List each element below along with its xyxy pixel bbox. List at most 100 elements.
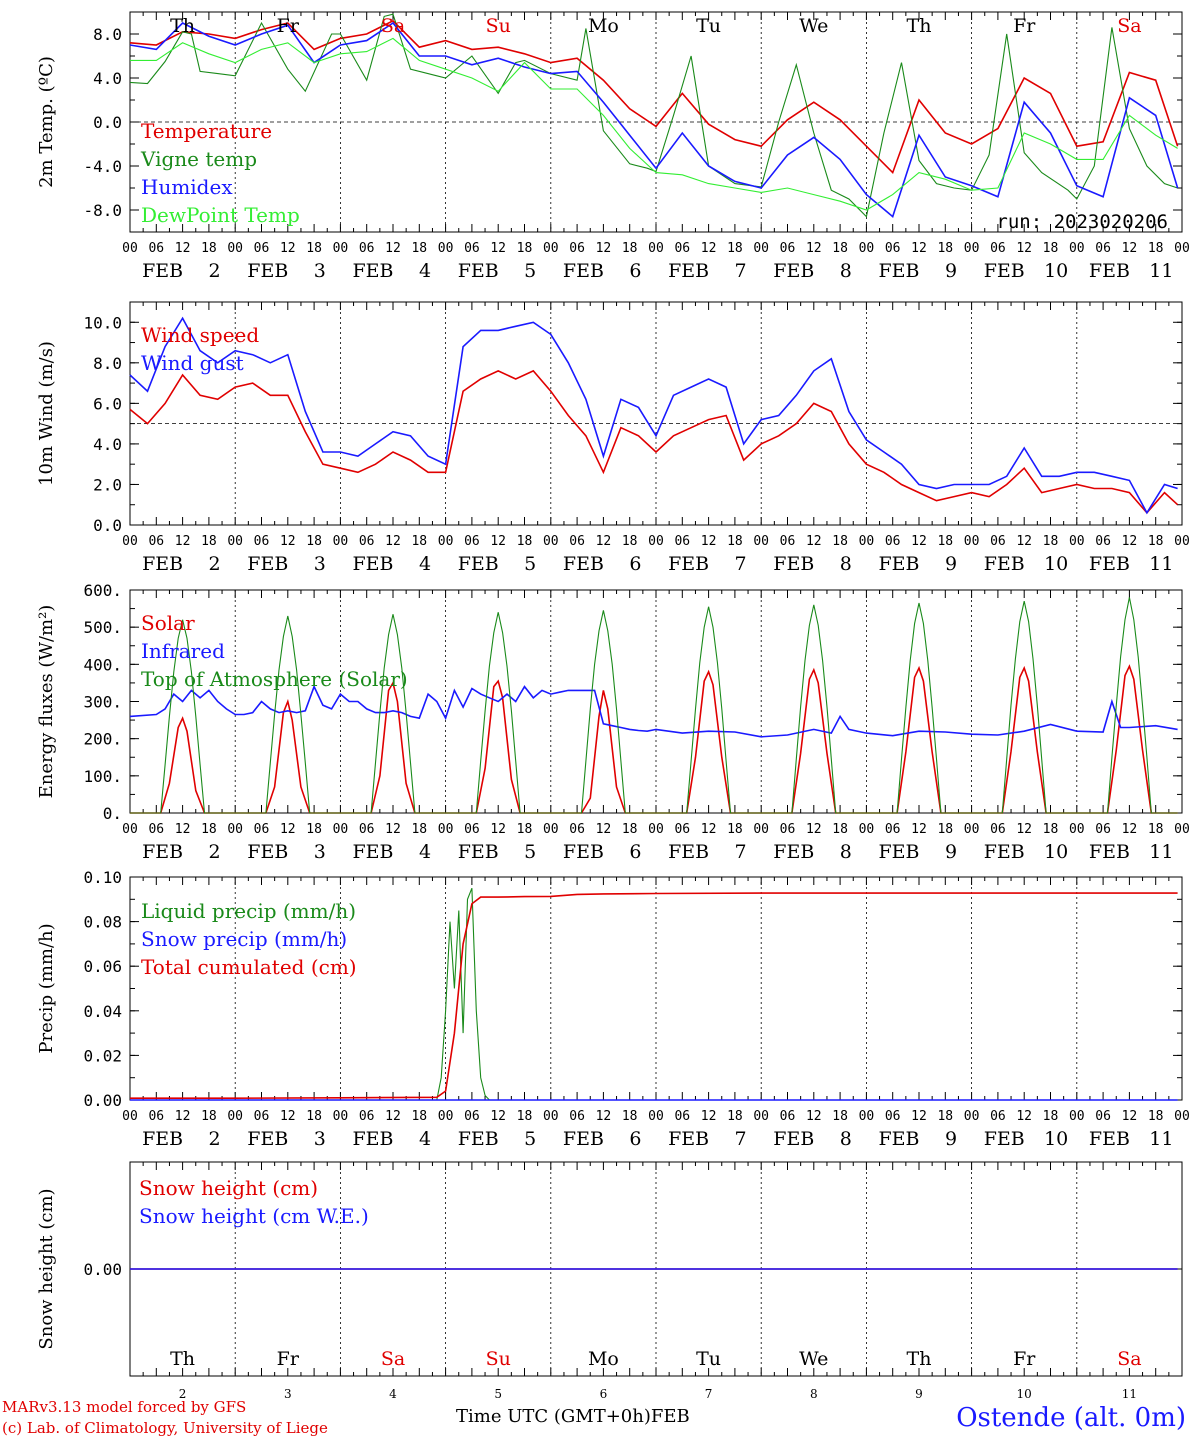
x-hour-label: 12 [1122, 822, 1138, 837]
y-tick-label: 0.00 [83, 1260, 122, 1279]
x-hour-label: 18 [727, 1109, 743, 1124]
legend-entry: Total cumulated (cm) [141, 955, 357, 979]
station-label: Ostende (alt. 0m) [956, 1403, 1186, 1433]
x-hour-label: 06 [254, 534, 270, 549]
x-hour-label: 12 [911, 822, 927, 837]
day-number-bottom: 5 [494, 1387, 502, 1401]
model-credit: MARv3.13 model forced by GFS [2, 1398, 247, 1416]
x-date-label: 3 [314, 841, 326, 863]
y-tick-label: 0.10 [83, 868, 122, 887]
x-hour-label: 06 [990, 1109, 1006, 1124]
time-axis-label: Time UTC (GMT+0h)FEB [456, 1406, 690, 1427]
y-tick-label: 0.00 [83, 1091, 122, 1110]
y-tick-label: 200. [83, 730, 122, 749]
legend-entry: Snow precip (mm/h) [141, 927, 347, 951]
y-tick-label: 10.0 [83, 313, 122, 332]
x-month-label: FEB [984, 553, 1025, 575]
day-name-top: Su [486, 15, 511, 37]
x-month-label: FEB [773, 1128, 814, 1150]
x-hour-label: 18 [1043, 534, 1059, 549]
x-hour-label: 00 [438, 822, 454, 837]
x-month-label: FEB [458, 553, 499, 575]
x-month-label: FEB [563, 1128, 604, 1150]
x-date-label: 9 [945, 841, 957, 863]
x-hour-label: 00 [753, 822, 769, 837]
x-hour-label: 12 [1016, 241, 1032, 256]
x-hour-label: 00 [1174, 1109, 1190, 1124]
x-hour-label: 00 [543, 534, 559, 549]
x-date-label: 8 [840, 260, 852, 282]
x-hour-label: 00 [227, 1109, 243, 1124]
x-hour-label: 06 [148, 534, 164, 549]
x-hour-label: 12 [1122, 241, 1138, 256]
day-name-bottom: Tu [696, 1348, 721, 1370]
x-hour-label: 18 [1043, 822, 1059, 837]
x-hour-label: 00 [1069, 534, 1085, 549]
x-hour-label: 18 [1148, 822, 1164, 837]
x-date-label: 7 [735, 1128, 747, 1150]
series-line-infrared [129, 684, 1178, 738]
x-hour-label: 06 [885, 1109, 901, 1124]
day-number-bottom: 8 [810, 1387, 818, 1401]
x-hour-label: 18 [411, 822, 427, 837]
x-month-label: FEB [878, 553, 919, 575]
x-month-label: FEB [142, 260, 183, 282]
x-hour-label: 06 [359, 1109, 375, 1124]
day-number-bottom: 3 [284, 1387, 292, 1401]
x-hour-label: 00 [1069, 241, 1085, 256]
day-name-top: Th [170, 15, 195, 37]
x-hour-label: 00 [438, 241, 454, 256]
x-date-label: 7 [735, 260, 747, 282]
x-hour-label: 00 [438, 534, 454, 549]
x-month-label: FEB [668, 1128, 709, 1150]
day-name-top: Sa [381, 15, 405, 37]
x-hour-label: 00 [333, 241, 349, 256]
x-month-label: FEB [563, 553, 604, 575]
x-month-label: FEB [247, 553, 288, 575]
x-hour-label: 06 [990, 534, 1006, 549]
x-hour-label: 12 [280, 822, 296, 837]
x-hour-label: 06 [359, 241, 375, 256]
x-date-label: 9 [945, 1128, 957, 1150]
x-hour-label: 06 [674, 1109, 690, 1124]
x-hour-label: 12 [806, 822, 822, 837]
x-hour-label: 12 [385, 822, 401, 837]
x-month-label: FEB [773, 841, 814, 863]
x-hour-label: 00 [543, 1109, 559, 1124]
x-hour-label: 06 [674, 822, 690, 837]
x-hour-label: 00 [122, 822, 138, 837]
x-hour-label: 18 [622, 534, 638, 549]
x-month-label: FEB [773, 260, 814, 282]
x-hour-label: 06 [1095, 534, 1111, 549]
x-month-label: FEB [878, 1128, 919, 1150]
y-tick-label: 600. [83, 581, 122, 600]
legend-entry: DewPoint Temp [141, 203, 300, 227]
x-hour-label: 12 [911, 241, 927, 256]
legend-entry: Vigne temp [140, 147, 257, 171]
day-number-bottom: 2 [179, 1387, 187, 1401]
x-hour-label: 00 [227, 822, 243, 837]
day-name-top: Fr [277, 15, 300, 37]
x-date-label: 11 [1149, 841, 1173, 863]
x-date-label: 10 [1044, 553, 1068, 575]
day-number-bottom: 10 [1017, 1387, 1032, 1401]
x-hour-label: 00 [333, 822, 349, 837]
day-number-bottom: 11 [1122, 1387, 1137, 1401]
x-date-label: 5 [524, 841, 536, 863]
legend-entry: Top of Atmosphere (Solar) [141, 667, 408, 691]
x-month-label: FEB [1089, 1128, 1130, 1150]
x-month-label: FEB [458, 260, 499, 282]
series-line-total-cumulated-cm- [130, 892, 1178, 1099]
legend-entry: Liquid precip (mm/h) [141, 899, 356, 923]
series-line-vigne-temp [129, 13, 1178, 218]
y-tick-label: 0.0 [93, 516, 122, 535]
legend-entry: Snow height (cm) [139, 1176, 318, 1200]
x-hour-label: 18 [201, 534, 217, 549]
x-hour-label: 18 [517, 534, 533, 549]
x-hour-label: 00 [227, 241, 243, 256]
x-hour-label: 06 [464, 822, 480, 837]
x-hour-label: 12 [911, 1109, 927, 1124]
x-hour-label: 00 [964, 534, 980, 549]
day-name-bottom: Mo [588, 1348, 619, 1370]
x-hour-label: 00 [859, 534, 875, 549]
